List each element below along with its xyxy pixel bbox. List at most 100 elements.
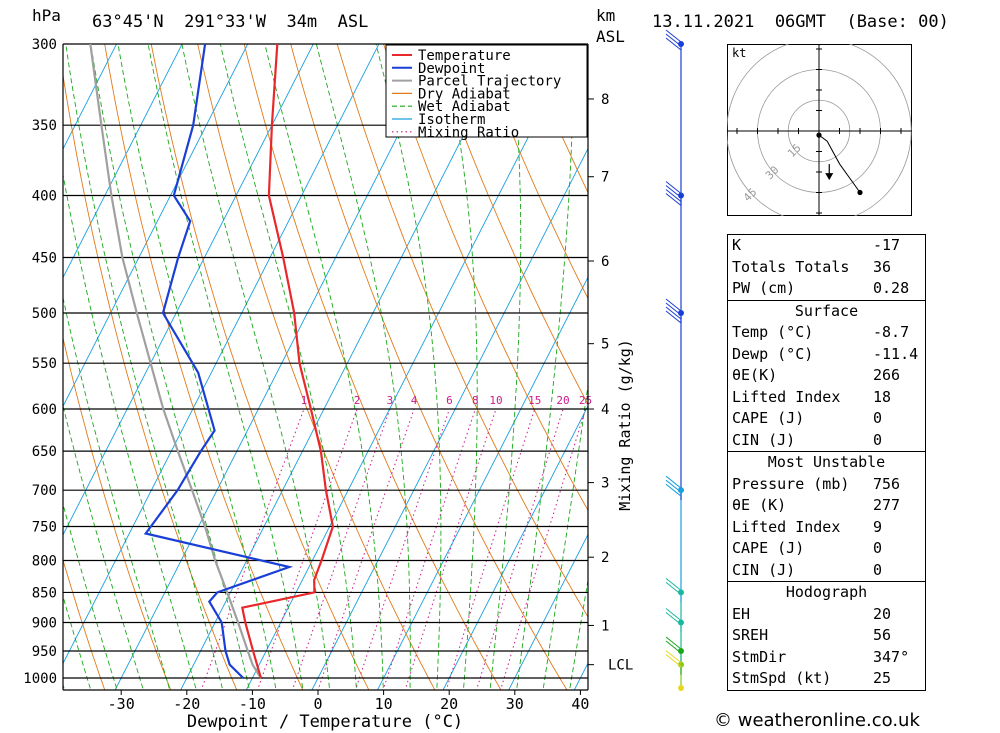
most-unstable-value: 0 bbox=[873, 539, 883, 557]
most-unstable-section: Most Unstable Pressure (mb) 756 θE (K) 277 L… bbox=[728, 451, 925, 581]
location-title: 63°45'N 291°33'W 34m ASL bbox=[92, 12, 369, 32]
hodograph-stat-value: 56 bbox=[873, 626, 892, 644]
storm-motion-arrowhead bbox=[825, 173, 834, 181]
surface-key: Temp (°C) bbox=[732, 323, 814, 341]
wind-barb bbox=[665, 640, 682, 654]
temperature-tick-label: 30 bbox=[506, 695, 524, 713]
hodograph-stat-row: SREH 56 bbox=[728, 625, 925, 647]
isotherm-line bbox=[311, 147, 588, 690]
wind-level-dot bbox=[678, 647, 684, 654]
legend-label: Wet Adiabat bbox=[418, 99, 511, 115]
most-unstable-row: CAPE (J) 0 bbox=[728, 538, 925, 560]
wet-adiabat-line bbox=[117, 44, 277, 690]
most-unstable-row: θE (K) 277 bbox=[728, 495, 925, 517]
wind-barb bbox=[665, 185, 682, 198]
mixing-ratio-label: 2 bbox=[354, 394, 361, 407]
hodograph-stats-title: Hodograph bbox=[785, 583, 868, 601]
index-value: 36 bbox=[873, 257, 892, 276]
dry-adiabat-line bbox=[63, 335, 172, 690]
wind-barb bbox=[665, 193, 682, 206]
most-unstable-value: 9 bbox=[873, 517, 883, 536]
surface-rows: Temp (°C) -8.7 Dewp (°C) -11.4 θE(K) 266 Lifte… bbox=[728, 322, 925, 451]
height-tick-label: 3 bbox=[601, 476, 609, 492]
most-unstable-title: Most Unstable bbox=[767, 453, 886, 471]
surface-row: CIN (J) 0 bbox=[728, 430, 925, 452]
pressure-tick-label: 650 bbox=[32, 444, 57, 460]
most-unstable-row: CIN (J) 0 bbox=[728, 560, 925, 582]
temperature-tick-label: -20 bbox=[173, 695, 200, 713]
most-unstable-key: CIN (J) bbox=[732, 560, 796, 579]
credit-link[interactable]: © weatheronline.co.uk bbox=[714, 710, 920, 731]
wind-barb bbox=[665, 189, 682, 202]
surface-key: Dewp (°C) bbox=[732, 344, 814, 363]
dry-adiabat-line bbox=[104, 44, 304, 690]
surface-value: 0 bbox=[873, 430, 883, 449]
dry-adiabat-line bbox=[197, 44, 436, 690]
wet-adiabat-line bbox=[63, 172, 197, 690]
pressure-tick-label: 900 bbox=[32, 616, 57, 632]
legend-label: Parcel Trajectory bbox=[418, 74, 561, 90]
legend-label: Isotherm bbox=[418, 112, 485, 128]
mixing-ratio-label: 15 bbox=[528, 394, 541, 407]
hodograph-stat-value: 347° bbox=[873, 647, 910, 666]
hodograph-stat-key: SREH bbox=[732, 626, 769, 644]
isotherm-line bbox=[63, 44, 183, 279]
dry-adiabat-line bbox=[150, 44, 370, 690]
height-tick-label: 1 bbox=[601, 618, 609, 634]
hodograph-point bbox=[857, 189, 863, 196]
pressure-tick-label: 450 bbox=[32, 251, 57, 267]
height-tick-label: 7 bbox=[601, 170, 609, 186]
height-tick-label: 4 bbox=[601, 402, 609, 418]
surface-key: Lifted Index bbox=[732, 387, 841, 406]
pressure-tick-label: 400 bbox=[32, 188, 57, 204]
isotherm-line bbox=[0, 8, 4, 704]
isotherm-line bbox=[573, 662, 588, 690]
wind-barb bbox=[665, 608, 682, 621]
pressure-tick-label: 800 bbox=[32, 553, 57, 569]
wet-adiabat-line bbox=[219, 44, 357, 690]
index-value: -17 bbox=[873, 236, 901, 254]
isotherm-line bbox=[442, 404, 588, 690]
asl-unit: ASL bbox=[596, 27, 625, 46]
legend-label: Dry Adiabat bbox=[418, 86, 511, 102]
wind-profile bbox=[665, 29, 684, 691]
wet-adiabat-line bbox=[315, 44, 411, 690]
wind-barb bbox=[665, 654, 682, 668]
most-unstable-row: Lifted Index 9 bbox=[728, 517, 925, 539]
most-unstable-key: Lifted Index bbox=[732, 517, 841, 536]
dry-adiabat-line bbox=[691, 8, 720, 704]
dry-adiabat-line bbox=[383, 44, 588, 512]
dry-adiabat-line bbox=[336, 44, 588, 618]
hodograph-stat-key: StmDir bbox=[732, 647, 787, 666]
hodograph-stat-key: StmSpd (kt) bbox=[732, 669, 832, 687]
indices-table: K -17 Totals Totals 36 PW (cm) 0.28 Surface T… bbox=[727, 234, 926, 691]
mixing-ratio-lines bbox=[200, 408, 586, 690]
wet-adiabat-line bbox=[542, 381, 588, 690]
most-unstable-key: θE (K) bbox=[732, 496, 787, 514]
hodograph-stat-value: 25 bbox=[873, 669, 892, 687]
surface-section: Surface Temp (°C) -8.7 Dewp (°C) -11.4 θE(K)… bbox=[728, 299, 925, 452]
wind-level-dot bbox=[678, 309, 684, 316]
wind-barb bbox=[665, 306, 682, 320]
temperature-tick-label: 0 bbox=[313, 695, 322, 713]
pressure-tick-label: 300 bbox=[32, 37, 57, 53]
mixing-ratio-line bbox=[476, 408, 564, 690]
wet-adiabat-line bbox=[489, 44, 522, 690]
temperature-tick-label: -10 bbox=[239, 695, 266, 713]
index-key: PW (cm) bbox=[732, 279, 796, 297]
most-unstable-row: Pressure (mb) 756 bbox=[728, 474, 925, 496]
height-tick-label: LCL bbox=[608, 658, 633, 674]
wind-barb bbox=[665, 181, 682, 194]
mixing-ratio-line bbox=[404, 408, 497, 690]
dry-adiabat-line bbox=[476, 44, 588, 300]
wind-barb bbox=[665, 298, 682, 312]
surface-title: Surface bbox=[794, 301, 859, 320]
pressure-tick-label: 350 bbox=[32, 118, 57, 134]
surface-value: 18 bbox=[873, 387, 892, 406]
hodograph-stat-value: 20 bbox=[873, 604, 892, 623]
wind-level-dot bbox=[678, 589, 684, 596]
datetime-title: 13.11.2021 06GMT (Base: 00) bbox=[652, 12, 949, 32]
isotherm-line bbox=[376, 276, 588, 690]
wet-adiabat-line bbox=[181, 44, 331, 690]
